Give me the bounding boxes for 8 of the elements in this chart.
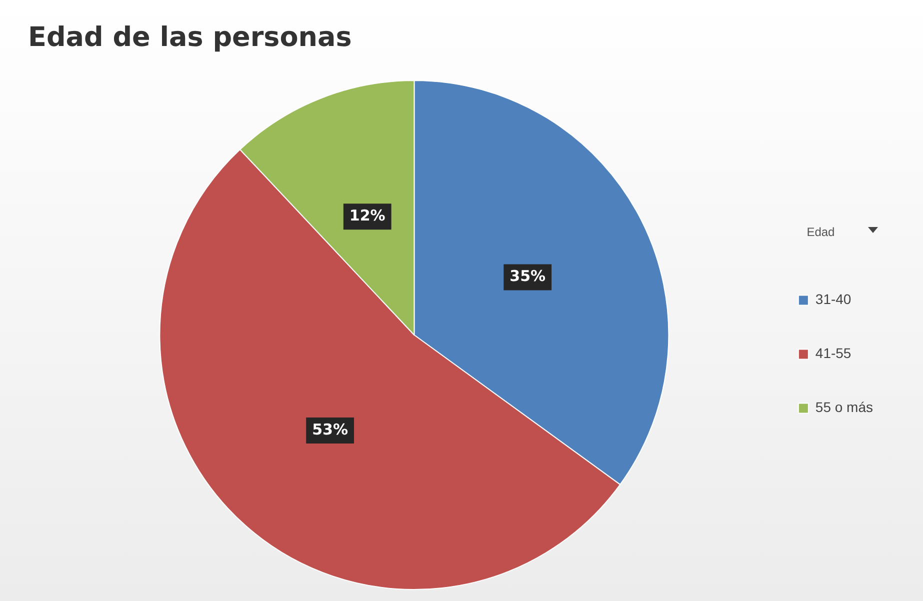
legend-title: Edad <box>806 225 835 240</box>
data-label: 35% <box>510 267 546 286</box>
legend-label: 55 o más <box>815 399 874 416</box>
legend-label: 41-55 <box>815 345 852 362</box>
legend-label: 31-40 <box>815 291 852 308</box>
chart-title: Edad de las personas <box>28 22 352 53</box>
data-label: 53% <box>312 420 348 438</box>
data-label: 12% <box>349 206 386 225</box>
